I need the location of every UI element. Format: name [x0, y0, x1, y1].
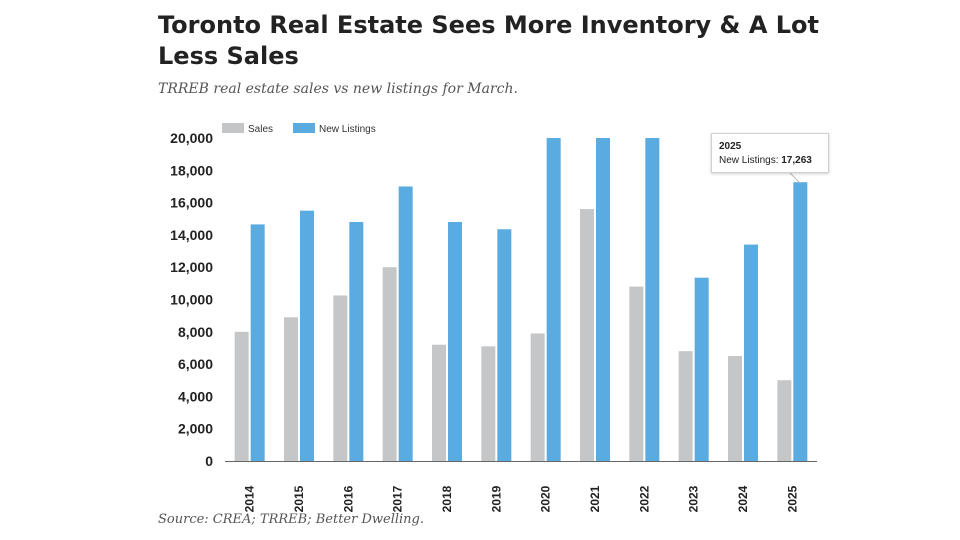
- bar-new-listings-2014[interactable]: [250, 224, 265, 461]
- bar-new-listings-2019[interactable]: [497, 229, 512, 461]
- x-tick-label: 2020: [539, 485, 553, 512]
- y-tick-label: 8,000: [178, 324, 213, 340]
- x-tick-label: 2015: [292, 485, 306, 512]
- y-tick-label: 16,000: [170, 195, 213, 211]
- bar-new-listings-2018[interactable]: [448, 221, 462, 461]
- bar-new-listings-2020[interactable]: [546, 138, 561, 461]
- y-tick-label: 0: [205, 453, 213, 469]
- bar-new-listings-2021[interactable]: [596, 138, 610, 461]
- y-axis: 0 2,000 4,000 6,000 8,000 10,000 12,000 14,000 1…: [170, 130, 213, 469]
- bar-new-listings-2024[interactable]: [744, 244, 758, 461]
- bar-sales-2018[interactable]: [432, 344, 446, 461]
- x-tick-label: 2016: [341, 485, 355, 512]
- x-tick-label: 2014: [243, 485, 257, 512]
- x-tick-label: 2022: [637, 485, 651, 512]
- tooltip-pointer: [789, 172, 801, 184]
- x-tick-label: 2018: [440, 485, 454, 512]
- bar-new-listings-2025[interactable]: [793, 182, 808, 461]
- y-tick-label: 2,000: [178, 421, 213, 437]
- bar-sales-2017[interactable]: [382, 267, 397, 461]
- x-tick-label: 2017: [391, 485, 405, 512]
- chart-legend[interactable]: Sales New Listings: [222, 123, 376, 135]
- bar-new-listings-2023[interactable]: [694, 277, 709, 461]
- x-tick-label: 2019: [489, 485, 503, 512]
- y-tick-label: 4,000: [178, 388, 213, 404]
- source-note: Source: CREA; TRREB; Better Dwelling.: [158, 512, 425, 527]
- x-axis: 2014 2015 2016 2017 2018 2019 2020 2021 2022 2023…: [225, 172, 817, 512]
- bar-sales-2024[interactable]: [728, 356, 742, 461]
- bar-new-listings-2016[interactable]: [349, 221, 364, 461]
- x-tick-label: 2024: [736, 485, 750, 512]
- x-tick-label: 2021: [588, 485, 602, 512]
- bar-new-listings-2022[interactable]: [645, 138, 660, 461]
- tooltip-value: 17,263: [781, 155, 812, 166]
- bar-sales-2014[interactable]: [234, 331, 249, 461]
- bar-sales-2025[interactable]: [777, 380, 792, 461]
- bar-sales-2015[interactable]: [284, 317, 298, 461]
- bar-sales-2019[interactable]: [481, 346, 496, 461]
- y-tick-label: 6,000: [178, 356, 213, 372]
- bar-sales-2016[interactable]: [333, 295, 348, 461]
- y-tick-label: 14,000: [170, 227, 213, 243]
- legend-swatch-sales: [222, 123, 244, 133]
- bar-sales-2023[interactable]: [678, 351, 693, 461]
- y-tick-label: 10,000: [170, 292, 213, 308]
- bar-sales-2021[interactable]: [580, 209, 594, 461]
- y-tick-label: 20,000: [170, 130, 213, 146]
- bar-sales-2020[interactable]: [530, 333, 545, 461]
- x-tick-label: 2023: [687, 485, 701, 512]
- legend-swatch-new-listings: [293, 123, 315, 133]
- bar-sales-2022[interactable]: [629, 286, 644, 461]
- legend-label[interactable]: New Listings: [319, 124, 376, 135]
- tooltip-year: 2025: [719, 141, 742, 152]
- chart-title: Toronto Real Estate Sees More Inventory …: [158, 11, 819, 70]
- y-tick-label: 12,000: [170, 259, 213, 275]
- legend-label[interactable]: Sales: [248, 124, 273, 135]
- bar-new-listings-2017[interactable]: [398, 186, 413, 461]
- data-tooltip: 2025 New Listings: 17,263: [711, 133, 829, 173]
- y-tick-label: 18,000: [170, 162, 213, 178]
- tooltip-label: New Listings:: [719, 155, 779, 166]
- x-tick-label: 2025: [785, 485, 799, 512]
- chart-subtitle: TRREB real estate sales vs new listings …: [158, 81, 518, 97]
- bar-new-listings-2015[interactable]: [300, 210, 314, 461]
- bars-group: [234, 138, 808, 461]
